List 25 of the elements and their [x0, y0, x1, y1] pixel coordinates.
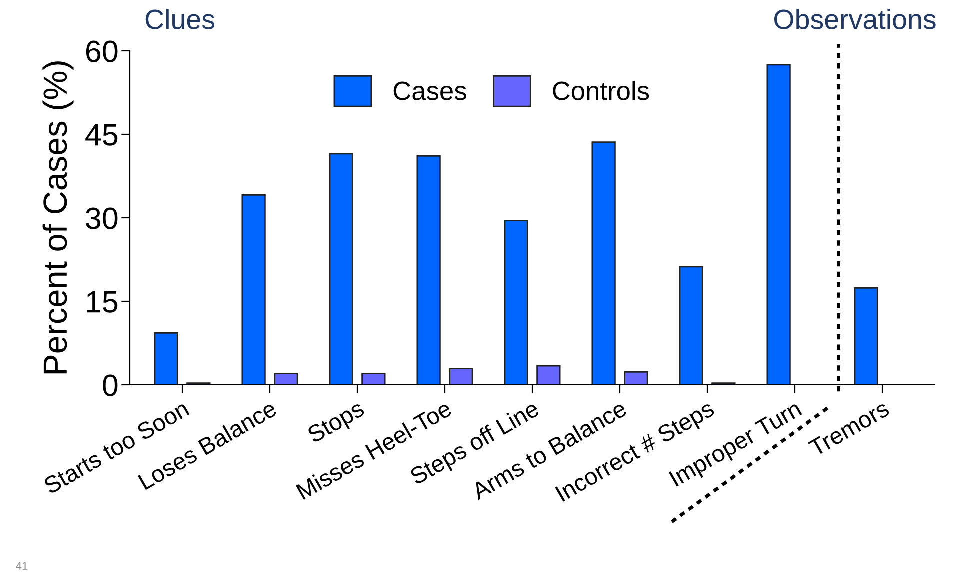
bar: [329, 153, 354, 385]
bar: [854, 287, 878, 385]
y-tick-label: 15: [87, 292, 118, 313]
legend-label: Controls: [553, 81, 650, 100]
bar: [766, 64, 791, 385]
text: 41: [16, 562, 28, 570]
bar: [274, 373, 298, 385]
y-tick-label: 45: [86, 124, 118, 146]
bar: [592, 142, 616, 385]
bar: [504, 220, 528, 385]
bar: [242, 194, 266, 385]
bar: [154, 332, 178, 385]
y-tick-label: 30: [86, 208, 118, 230]
text: Clues: [146, 9, 215, 30]
bar: [679, 266, 704, 385]
legend-label: Cases: [394, 82, 466, 100]
bar: [416, 156, 441, 385]
y-axis-title: Percent of Cases (%): [42, 62, 74, 374]
y-tick-label: 0: [103, 374, 118, 396]
text: Observations: [774, 9, 936, 30]
bar: [362, 373, 386, 385]
bar: [536, 365, 561, 385]
bar: [624, 372, 648, 385]
y-tick-label: 60: [86, 40, 118, 62]
bar: [449, 368, 474, 385]
